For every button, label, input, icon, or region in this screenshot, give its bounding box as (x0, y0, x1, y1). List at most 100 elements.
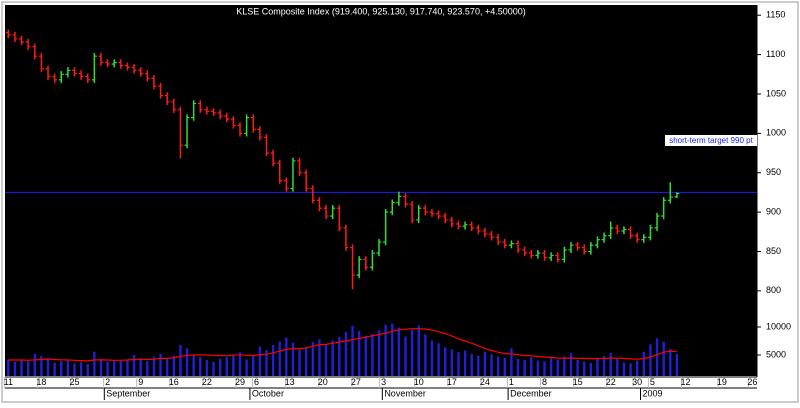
volume-bar (159, 353, 162, 376)
volume-bar (185, 348, 189, 376)
volume-bar (404, 336, 407, 376)
x-tick-label: 19 (717, 377, 727, 387)
volume-average (8, 328, 677, 362)
volume-bar (73, 363, 76, 376)
plot-background (5, 5, 757, 376)
volume-bar (609, 352, 612, 376)
x-tick-label: 18 (36, 377, 46, 387)
volume-bar (152, 356, 156, 376)
volume-bar (338, 337, 341, 376)
month-label: November (384, 388, 426, 398)
volume-bar (669, 348, 672, 376)
volume-bar (13, 361, 17, 376)
volume-bar (245, 359, 248, 376)
x-tick-label: 2 (105, 377, 110, 387)
volume-bar (53, 362, 56, 376)
y-tick-label: 1000 (766, 128, 786, 138)
volume-bar (311, 342, 315, 376)
volume-bar (622, 362, 626, 376)
volume-bar (232, 354, 235, 376)
volume-bar (357, 330, 361, 376)
chart-title: KLSE Composite Index (919.400, 925.130, … (236, 6, 525, 16)
volume-bar (40, 356, 43, 376)
volume-bar (271, 344, 275, 376)
volume-bar (106, 361, 109, 376)
volume-bar (93, 351, 96, 376)
volume-bar (46, 357, 50, 376)
volume-bar (113, 360, 116, 376)
volume-bar (304, 347, 308, 376)
month-label: September (106, 388, 150, 398)
volume-bar (86, 363, 89, 376)
volume-bar (662, 341, 665, 376)
volume-bar (563, 356, 566, 376)
volume-bar (470, 353, 473, 376)
volume-bar (172, 355, 176, 376)
volume-bar (331, 340, 334, 376)
x-tick-label: 13 (285, 377, 295, 387)
volume-bar (675, 353, 679, 376)
x-tick-label: 22 (606, 377, 616, 387)
volume-bar (397, 327, 401, 376)
y-tick-label: 900 (766, 206, 781, 216)
volume-bar (132, 355, 136, 376)
volume-bar (26, 361, 30, 376)
volume-bar (212, 361, 215, 376)
annotation: short-term target 990 pt (669, 136, 753, 145)
volume-bar (510, 348, 513, 376)
volume-bar (225, 357, 228, 376)
volume-bar (642, 351, 646, 376)
x-tick-label: 24 (480, 377, 490, 387)
volume-bar (7, 359, 10, 376)
volume-bar (496, 356, 500, 376)
y-tick-label: 850 (766, 246, 781, 256)
volume-bar (139, 358, 142, 376)
volume-bar (205, 360, 209, 376)
volume-bar (576, 360, 579, 376)
volume-bar (391, 323, 394, 376)
y-tick-label: 950 (766, 167, 781, 177)
x-tick-label: 17 (447, 377, 457, 387)
volume-bar (463, 350, 467, 376)
volume-bar (265, 349, 268, 376)
volume-bar (165, 358, 169, 376)
volume-bar (430, 340, 434, 376)
volume-bar (410, 329, 414, 376)
volume-bar (218, 358, 222, 376)
volume-bar (549, 358, 553, 376)
x-tick-label: 29 (235, 377, 245, 387)
volume-bar (79, 362, 83, 376)
x-tick-label: 12 (680, 377, 690, 387)
x-tick-label: 26 (747, 377, 757, 387)
volume-bar (371, 333, 374, 376)
volume-bar (66, 360, 70, 376)
volume-bar (477, 355, 480, 376)
volume-bar (629, 363, 632, 376)
month-label: 2009 (642, 388, 662, 398)
x-tick-label: 11 (4, 377, 13, 387)
volume-bar (450, 349, 454, 376)
volume-bar (285, 337, 288, 376)
volume-bar (649, 344, 652, 376)
x-tick-label: 25 (69, 377, 79, 387)
volume-bar (536, 360, 540, 376)
volume-bar (324, 344, 328, 376)
volume-bar (556, 359, 559, 376)
x-tick-label: 9 (138, 377, 143, 387)
volume-bar (457, 352, 460, 376)
volume-bar (119, 361, 123, 376)
volume-bar (318, 339, 321, 376)
volume-bar (503, 357, 506, 376)
x-tick-label: 27 (351, 377, 361, 387)
volume-bar (364, 335, 367, 376)
volume-bar (192, 355, 195, 376)
y-tick-label: 1050 (766, 88, 786, 98)
volume-bar (596, 357, 599, 376)
volume-bar (490, 354, 493, 376)
volume-bar (589, 362, 593, 376)
x-tick-label: 3 (381, 377, 386, 387)
volume-bar (126, 360, 129, 376)
volume-bar (616, 358, 619, 376)
volume-bar (377, 330, 381, 376)
x-tick-label: 16 (169, 377, 179, 387)
